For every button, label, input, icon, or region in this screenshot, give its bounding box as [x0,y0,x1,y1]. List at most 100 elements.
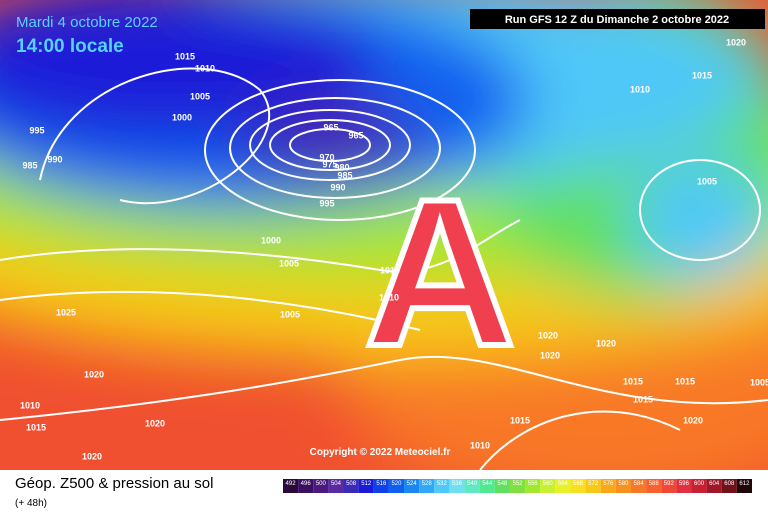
colorbar-cell [570,479,586,493]
colorbar-label: 548 [497,481,508,487]
colorbar-label: 556 [528,481,539,487]
isobar-label: 1015 [26,422,46,432]
colorbar-label: 572 [588,481,599,487]
isobar-label: 1020 [145,418,165,428]
isobar-label: 1005 [279,258,299,268]
colorbar-cell [464,479,480,493]
colorbar-label: 500 [316,481,327,487]
colorbar-label: 588 [649,481,660,487]
colorbar-cell [343,479,359,493]
isobar-label: 985 [22,160,37,170]
isobar-label: 1025 [56,307,76,317]
colorbar-label: 580 [618,481,629,487]
colorbar-label: 584 [634,481,645,487]
colorbar-label: 576 [603,481,614,487]
colorbar-label: 540 [467,481,478,487]
colorbar-label: 512 [361,481,372,487]
colorbar-label: 524 [407,481,418,487]
colorbar-label: 508 [346,481,357,487]
colorbar-cell [419,479,435,493]
isobar-label: 990 [47,154,62,164]
colorbar-label: 568 [573,481,584,487]
run-info: Run GFS 12 Z du Dimanche 2 octobre 2022 [505,14,729,26]
colorbar-cell [509,479,526,493]
colorbar-label: 592 [664,481,675,487]
product-title: Géop. Z500 & pression au sol [15,475,213,492]
isobar-label: 1010 [470,440,490,450]
colorbar-cell [298,479,314,493]
colorbar-cell [585,479,601,493]
isobar-label: 975 [322,159,337,169]
colorbar-cell [661,479,677,493]
isobar-label: 1005 [190,91,210,101]
colorbar-cell [373,479,389,493]
colorbar-cell [615,479,631,493]
isobar-label: 1020 [683,415,703,425]
isobar-label: 1010 [195,63,215,73]
isobar-label: 1020 [82,451,102,461]
colorbar-cell [404,479,420,493]
isobar-label: 1020 [84,369,104,379]
isobar-label: 1015 [633,394,653,404]
isobar-label: 1020 [726,37,746,47]
valid-time: 14:00 locale [16,36,124,57]
colorbar-cell [691,479,707,493]
colorbar-label: 560 [543,481,554,487]
isobar-label: 1020 [538,330,558,340]
isobar-label: 985 [337,170,352,180]
colorbar-cell [706,479,722,493]
colorbar-label: 600 [694,481,705,487]
colorbar-cell [313,479,329,493]
colorbar-cell [494,479,510,493]
valid-date: Mardi 4 octobre 2022 [16,14,158,31]
colorbar-cell [479,479,495,493]
colorbar-label: 520 [391,481,402,487]
isobar-label: 1020 [540,350,560,360]
isobar-label: 1000 [172,112,192,122]
colorbar-label: 504 [331,481,342,487]
colorbar-label: 516 [376,481,387,487]
isobar-label: 990 [330,182,345,192]
isobar-label: 965 [323,122,338,132]
isobar-label: 1020 [596,338,616,348]
isobar-label: 980 [334,162,349,172]
high-pressure-marker: A [364,155,516,390]
colorbar-cell [388,479,405,493]
isobar-label: 1015 [675,376,695,386]
forecast-lead: (+ 48h) [15,498,47,509]
colorbar-label: 608 [724,481,735,487]
colorbar-cell [676,479,692,493]
colorbar-cell [646,479,662,493]
colorbar-label: 564 [558,481,569,487]
colorbar-label: 492 [286,481,297,487]
colorbar-label: 544 [482,481,493,487]
isobar-label: 1015 [692,70,712,80]
colorbar-cell [525,479,541,493]
isobar-label: 965 [348,130,363,140]
isobar-label: 1010 [380,265,400,275]
colorbar-label: 612 [739,481,750,487]
isobar-label: 1015 [623,376,643,386]
isobar-label: 1010 [630,84,650,94]
isobar-label: 1005 [750,377,768,387]
colorbar-label: 532 [437,481,448,487]
colorbar-cell [358,479,374,493]
colorbar-cell [555,479,571,493]
colorbar-cell [600,479,616,493]
colorbar-cell [283,479,299,493]
copyright: Copyright © 2022 Meteociel.fr [310,447,451,458]
isobar-label: 1005 [280,309,300,319]
colorbar-cell [434,479,450,493]
colorbar-label: 596 [679,481,690,487]
colorbar-cell [449,479,465,493]
isobar-label: 995 [29,125,44,135]
colorbar-label: 496 [301,481,312,487]
colorbar-cell [721,479,737,493]
colorbar-label: 528 [422,481,433,487]
isobar-label: 1015 [175,51,195,61]
colorbar-label: 536 [452,481,463,487]
isobar-label: 1005 [697,176,717,186]
isobar-label: 1000 [261,235,281,245]
colorbar-cell [736,479,752,493]
